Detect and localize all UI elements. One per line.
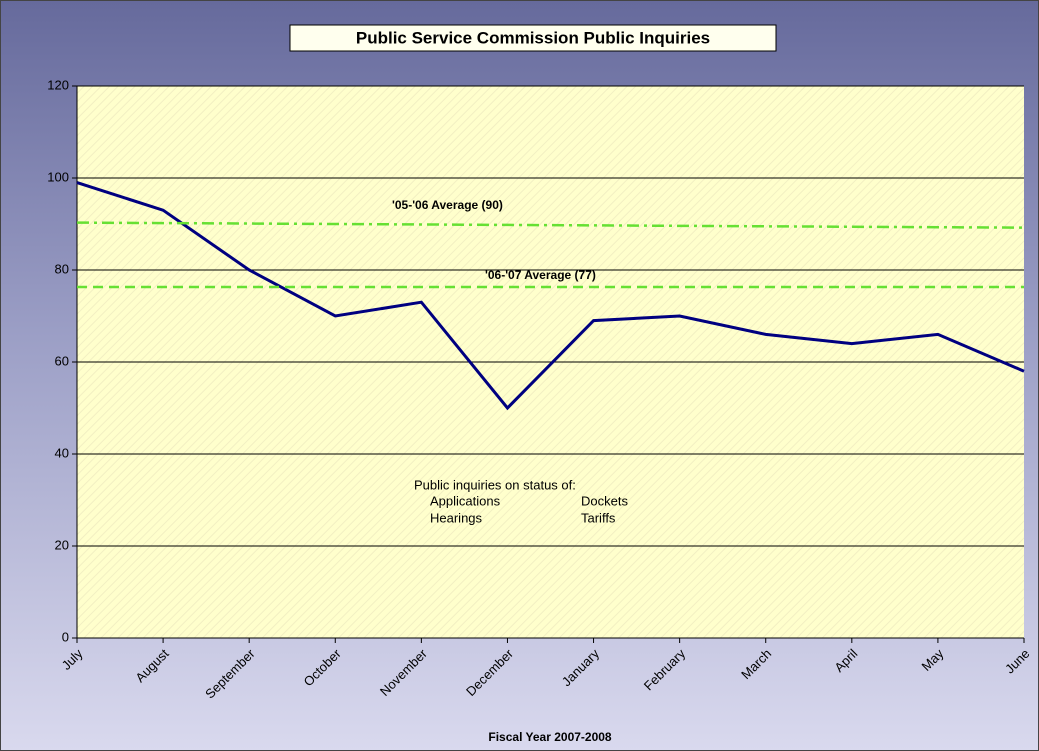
y-tick-label: 60 bbox=[55, 353, 69, 368]
annotation: '05-'06 Average (90) bbox=[392, 198, 503, 212]
note-item: Dockets bbox=[581, 493, 628, 508]
x-axis-title: Fiscal Year 2007-2008 bbox=[488, 730, 612, 744]
series-line bbox=[76, 181, 1025, 411]
note-item: Hearings bbox=[430, 510, 483, 525]
y-tick-label: 120 bbox=[47, 77, 69, 92]
series-line bbox=[76, 221, 1025, 229]
note-item: Tariffs bbox=[581, 510, 616, 525]
y-tick-label: 20 bbox=[55, 537, 69, 552]
y-tick-label: 80 bbox=[55, 261, 69, 276]
annotation: '06-'07 Average (77) bbox=[485, 268, 596, 282]
y-tick-label: 0 bbox=[62, 629, 69, 644]
note-heading: Public inquiries on status of: bbox=[414, 477, 576, 492]
title-box bbox=[289, 24, 777, 52]
note-item: Applications bbox=[430, 493, 501, 508]
y-tick-label: 40 bbox=[55, 445, 69, 460]
chart-title: Public Service Commission Public Inquiri… bbox=[356, 28, 710, 47]
y-tick-label: 100 bbox=[47, 169, 69, 184]
